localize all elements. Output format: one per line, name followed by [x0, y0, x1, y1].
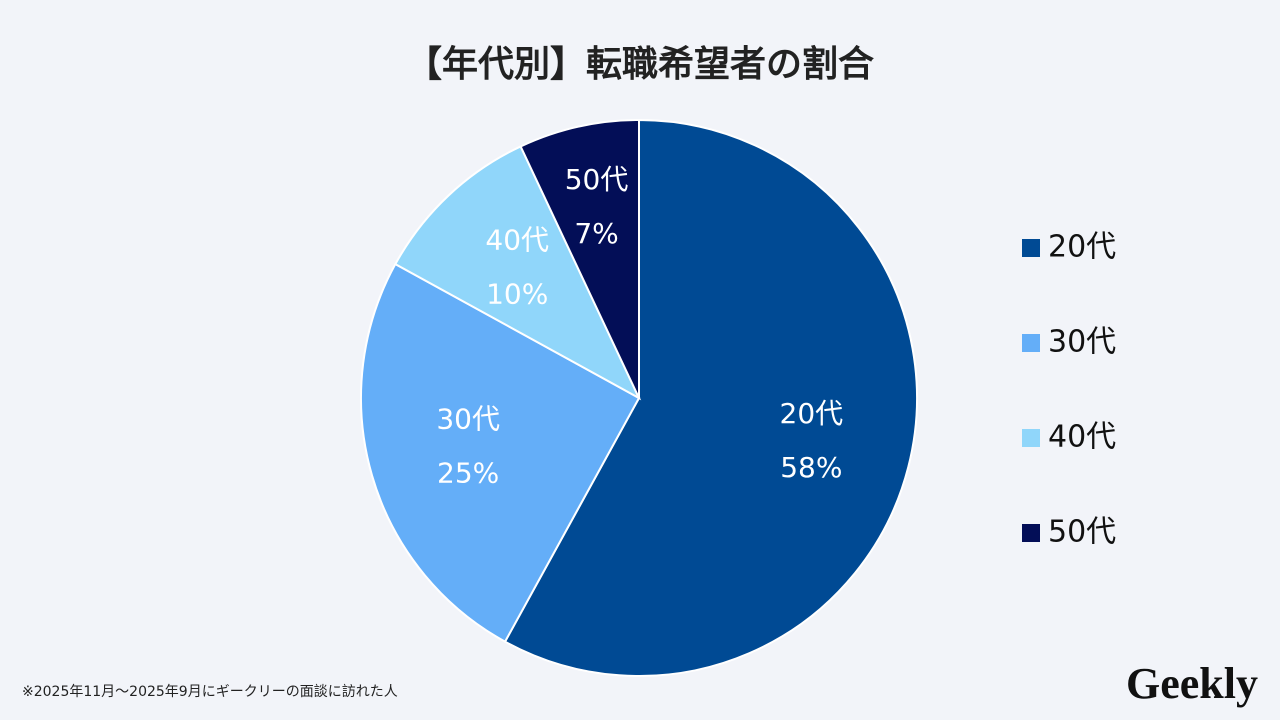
- slice-label-category: 50代: [565, 163, 629, 196]
- chart-title: 【年代別】転職希望者の割合: [406, 44, 874, 85]
- slice-label-category: 20代: [780, 397, 844, 430]
- pie-slice: [519, 118, 640, 399]
- slice-label-value: 58%: [780, 451, 842, 484]
- slice-label-category: 30代: [436, 403, 500, 436]
- slice-label-value: 25%: [437, 457, 499, 490]
- footnote: ※2025年11月～2025年9月にギークリーの面談に訪れた人: [22, 684, 398, 700]
- logo: Geekly: [1126, 659, 1258, 708]
- slice-label-value: 10%: [486, 277, 548, 310]
- pie-slice: [503, 118, 918, 677]
- legend-label: 20代: [1048, 230, 1116, 265]
- pie-slice: [360, 262, 641, 643]
- legend-label: 30代: [1048, 325, 1116, 360]
- legend-label: 40代: [1048, 420, 1116, 455]
- slice-label-value: 7%: [574, 217, 618, 250]
- legend-swatch: [1022, 524, 1040, 542]
- legend-swatch: [1022, 334, 1040, 352]
- pie-slice: [394, 145, 642, 401]
- legend-swatch: [1022, 429, 1040, 447]
- slice-label-category: 40代: [485, 223, 549, 256]
- legend-swatch: [1022, 239, 1040, 257]
- legend-label: 50代: [1048, 515, 1116, 550]
